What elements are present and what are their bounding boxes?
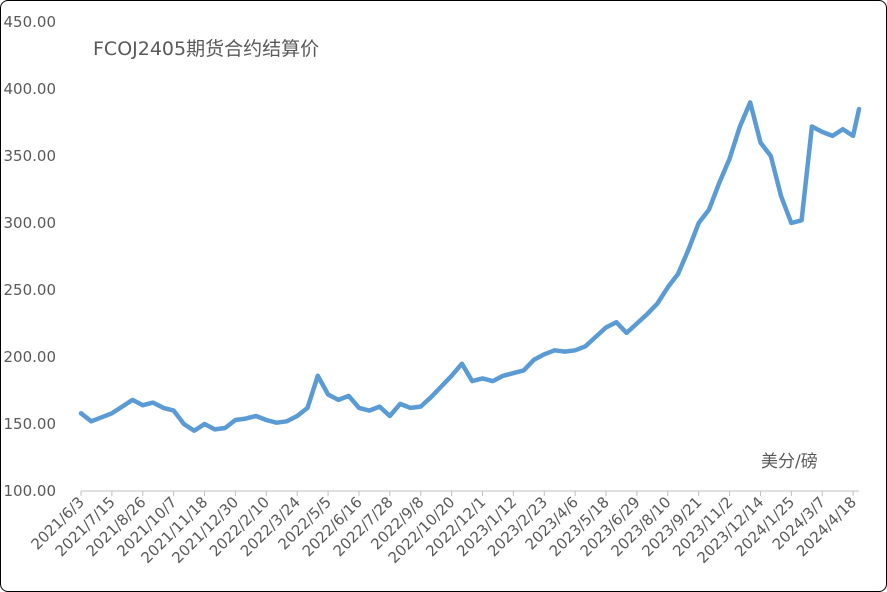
y-tick-label: 400.00 <box>4 80 57 98</box>
y-axis-ticks: 100.00 150.00 200.00 250.00 300.00 350.00 400.… <box>4 13 57 500</box>
y-tick-label: 450.00 <box>4 13 57 31</box>
y-tick-label: 100.00 <box>4 482 57 500</box>
y-tick-label: 150.00 <box>4 415 57 433</box>
y-tick-label: 200.00 <box>4 348 57 366</box>
series-line <box>78 100 862 433</box>
x-axis-ticks: 2021/6/32021/7/152021/8/262021/10/72021/… <box>27 491 860 567</box>
y-tick-label: 300.00 <box>4 214 57 232</box>
unit-label: 美分/磅 <box>761 452 818 472</box>
chart-title: FCOJ2405期货合约结算价 <box>93 38 319 60</box>
y-tick-label: 350.00 <box>4 147 57 165</box>
y-tick-label: 250.00 <box>4 281 57 299</box>
